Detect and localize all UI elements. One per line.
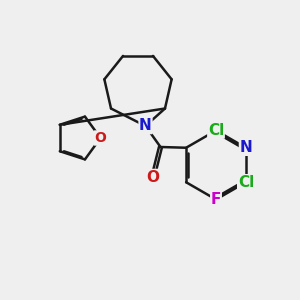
Text: Cl: Cl	[208, 123, 224, 138]
Text: O: O	[146, 169, 160, 184]
Text: Cl: Cl	[238, 175, 254, 190]
Text: O: O	[94, 131, 106, 145]
Text: N: N	[139, 118, 152, 134]
Text: N: N	[239, 140, 252, 155]
Text: F: F	[211, 192, 221, 207]
